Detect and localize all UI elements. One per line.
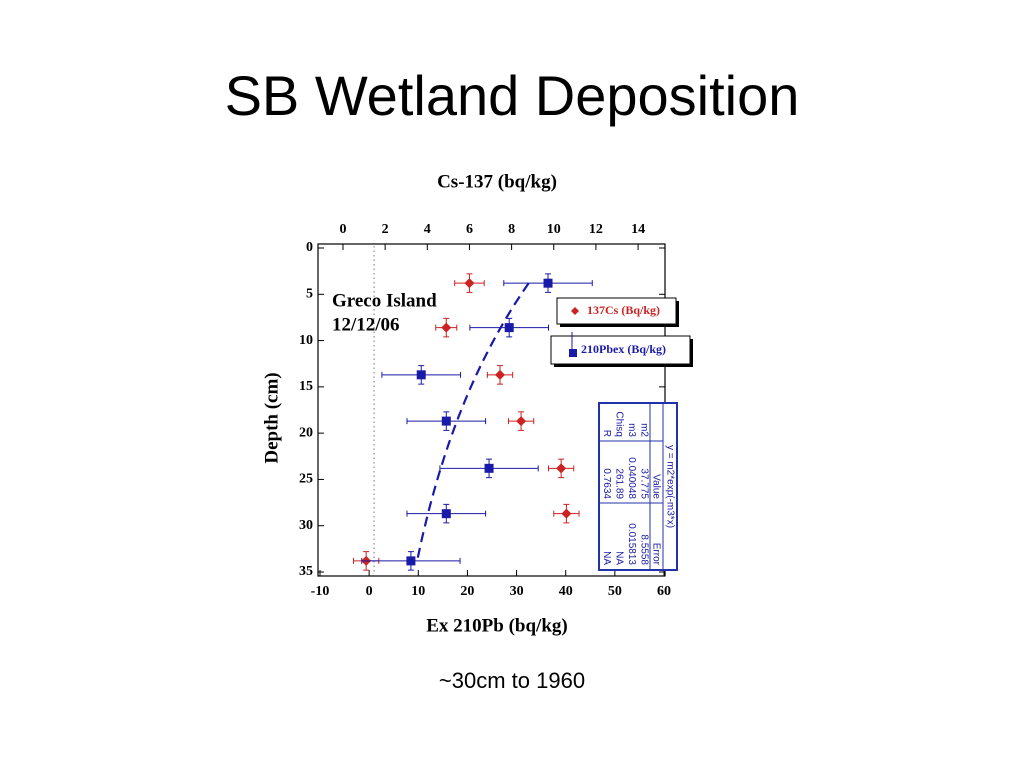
point — [406, 556, 416, 566]
fit-error: NA — [601, 551, 612, 565]
legend-label: 210Pbex (Bq/kg) — [581, 342, 666, 356]
x2-tick-label: 10 — [547, 222, 561, 237]
point — [543, 278, 553, 288]
x-tick-label: 20 — [460, 584, 474, 599]
caption: ~30cm to 1960 — [439, 668, 585, 693]
y-tick-label: 15 — [299, 379, 313, 394]
point — [504, 323, 514, 333]
point — [561, 508, 572, 519]
point — [484, 463, 494, 473]
x2-tick-label: 4 — [424, 222, 431, 237]
fit-formula: y = m2*exp(-m3*x) — [664, 445, 675, 528]
x-tick-label: -10 — [311, 584, 330, 599]
x-tick-label: 0 — [366, 584, 373, 599]
x-tick-label: 10 — [411, 584, 425, 599]
fit-error: NA — [613, 551, 624, 565]
fit-row-name: m2 — [638, 423, 649, 437]
annotation: Greco Island — [332, 290, 437, 311]
point — [495, 369, 506, 380]
y-tick-label: 35 — [299, 564, 313, 579]
fit-value: 0.7634 — [601, 468, 612, 499]
x2-tick-label: 2 — [382, 222, 389, 237]
fit-value: 261.89 — [613, 468, 624, 499]
x2-tick-label: 8 — [508, 222, 515, 237]
y-tick-label: 5 — [306, 287, 313, 302]
point — [441, 322, 452, 333]
point — [556, 463, 567, 474]
fit-table-border — [598, 402, 678, 571]
x2-tick-label: 14 — [631, 222, 645, 237]
x2-axis-label: Cs-137 (bq/kg) — [437, 171, 557, 192]
x-axis-label: Ex 210Pb (bq/kg) — [426, 615, 567, 636]
fit-curve — [416, 282, 530, 562]
annotation: 12/12/06 — [332, 314, 400, 335]
fit-error: 0.015813 — [626, 523, 637, 565]
y-tick-label: 25 — [299, 472, 313, 487]
fit-row-name: R — [601, 430, 612, 437]
x2-tick-label: 6 — [466, 222, 473, 237]
fit-column-head: Value — [650, 474, 661, 499]
fit-error: 8.5558 — [638, 534, 649, 565]
point — [416, 370, 426, 380]
fit-value: 37.775 — [638, 468, 649, 499]
y-tick-label: 0 — [306, 240, 313, 255]
x-tick-label: 40 — [559, 584, 573, 599]
slide-title: SB Wetland Deposition — [225, 64, 800, 127]
y-tick-label: 20 — [299, 425, 313, 440]
fit-value: 0.040048 — [626, 457, 637, 499]
x-tick-label: 60 — [657, 584, 671, 599]
y-tick-label: 30 — [299, 518, 313, 533]
x-tick-label: 50 — [608, 584, 622, 599]
y-axis-label: Depth (cm) — [261, 372, 282, 463]
x2-tick-label: 12 — [589, 222, 603, 237]
point — [464, 278, 475, 289]
legend-marker — [569, 349, 577, 357]
point — [441, 509, 451, 519]
x-tick-label: 30 — [510, 584, 524, 599]
x2-tick-label: 0 — [339, 222, 346, 237]
fit-row-name: Chisq — [613, 411, 624, 437]
legend-label: 137Cs (Bq/kg) — [587, 303, 660, 317]
point — [516, 416, 527, 427]
legend-marker — [571, 307, 579, 315]
fit-table: y = m2*exp(-m3*x)Value Error m2 37.775 8.555… — [598, 402, 678, 571]
y-tick-label: 10 — [299, 333, 313, 348]
fit-row-name: m3 — [626, 423, 637, 437]
point — [441, 416, 451, 426]
fit-column-head: Error — [650, 543, 661, 566]
